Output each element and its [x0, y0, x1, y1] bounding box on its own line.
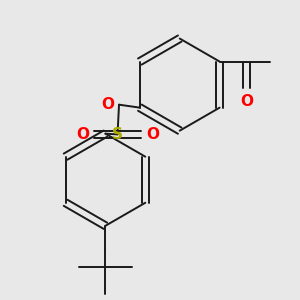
Text: S: S: [112, 127, 123, 142]
Text: O: O: [102, 97, 115, 112]
Text: O: O: [76, 127, 89, 142]
Text: O: O: [146, 127, 159, 142]
Text: O: O: [240, 94, 253, 109]
